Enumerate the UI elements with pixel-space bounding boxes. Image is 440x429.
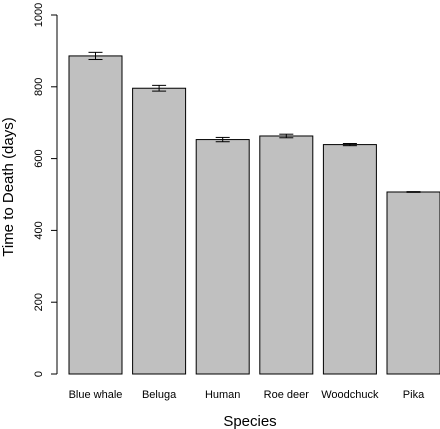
x-axis-title: Species (223, 413, 276, 429)
bar (68, 55, 123, 375)
y-tick-label: 400 (33, 221, 45, 239)
x-tick-label: Woodchuck (321, 389, 379, 401)
y-axis: 0 200 400 600 800 1000 (33, 3, 58, 377)
y-tick-label: 1000 (33, 3, 45, 27)
y-tick-label: 0 (33, 371, 45, 377)
x-tick-label: Beluga (142, 389, 177, 401)
bar (195, 139, 250, 375)
y-axis-title: Time to Death (days) (0, 117, 17, 257)
x-tick-labels: Blue whale Beluga Human Roe deer Woodchuck Pi… (69, 389, 425, 401)
y-tick-label: 800 (33, 78, 45, 96)
x-tick-label: Blue whale (69, 389, 123, 401)
bar (386, 191, 440, 375)
x-tick-label: Human (205, 389, 240, 401)
x-tick-label: Pika (403, 389, 425, 401)
y-tick-label: 200 (33, 293, 45, 311)
bar (322, 144, 377, 375)
bars (68, 55, 440, 375)
y-tick-label: 600 (33, 149, 45, 167)
bar (259, 135, 314, 375)
x-tick-label: Roe deer (264, 389, 310, 401)
error-bars (88, 51, 421, 193)
bar (132, 87, 187, 375)
